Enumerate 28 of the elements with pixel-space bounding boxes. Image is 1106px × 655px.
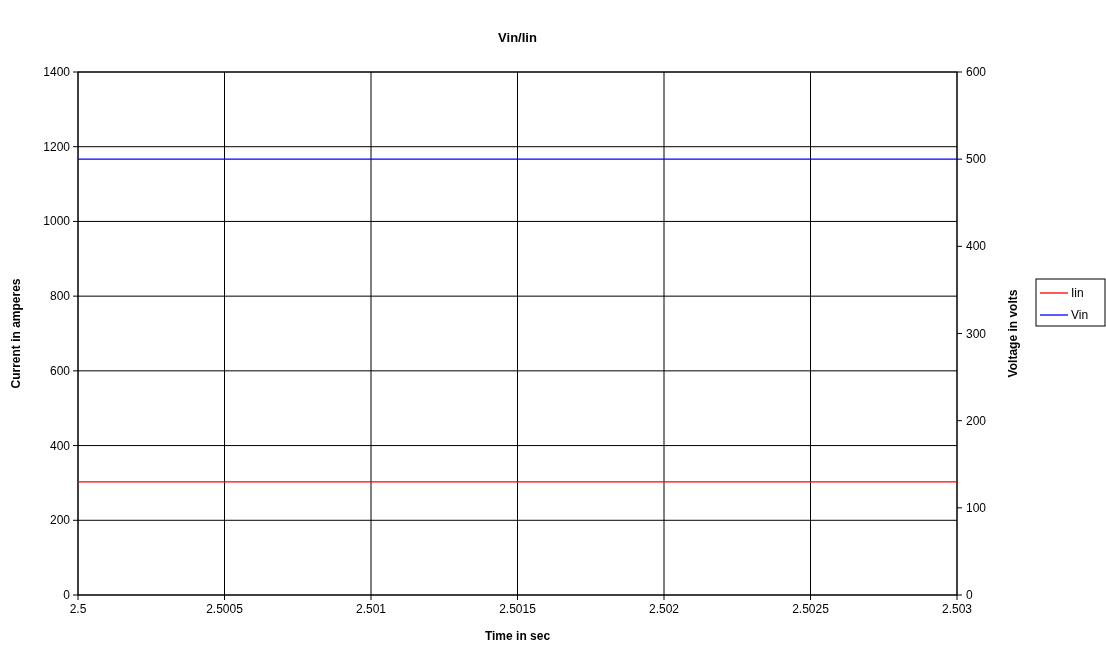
legend-label: Vin [1071,308,1089,322]
legend-label: Iin [1071,286,1084,300]
x-tick-label: 2.503 [941,602,973,616]
y-tick-label: 1200 [43,139,71,154]
y2-tick-label: 0 [966,588,973,602]
y-tick-label: 1400 [43,65,71,79]
y2-tick-label: 600 [966,65,987,79]
y2-tick-label: 100 [966,500,987,515]
y2-tick-label: 400 [966,239,987,254]
chart-title: Vin/Iin [498,30,537,45]
y2-tick-label: 300 [966,326,987,341]
x-tick-label: 2.5015 [499,602,537,616]
x-axis-title: Time in sec [484,629,551,643]
x-tick-label: 2.5025 [792,602,830,616]
y-axis-title: Current in amperes [9,278,23,389]
y-tick-label: 200 [49,513,71,528]
x-tick-label: 2.501 [355,602,387,616]
y-tick-label: 0 [63,588,71,602]
y2-axis-title: Voltage in volts [1006,289,1020,378]
x-tick-label: 2.502 [648,602,680,616]
y-tick-label: 800 [49,289,71,304]
y-tick-label: 600 [49,363,71,378]
y2-tick-label: 200 [966,413,987,428]
y2-tick-label: 500 [966,152,987,167]
y-tick-label: 1000 [43,214,71,229]
x-tick-label: 2.5005 [206,602,244,616]
y-tick-label: 400 [49,438,71,453]
x-tick-label: 2.5 [69,602,87,616]
